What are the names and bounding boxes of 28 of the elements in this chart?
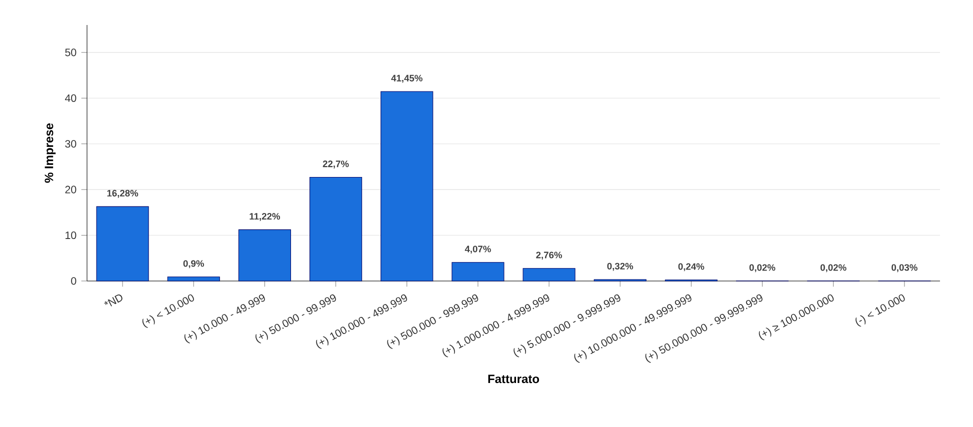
bar bbox=[522, 268, 576, 282]
data-label: 0,32% bbox=[607, 262, 634, 271]
bar bbox=[380, 91, 434, 282]
data-label: 2,76% bbox=[536, 252, 562, 260]
x-axis-title: Fatturato bbox=[488, 374, 540, 384]
data-label: 4,07% bbox=[464, 246, 491, 254]
y-tick-label: 40 bbox=[65, 94, 76, 102]
data-label: 0,03% bbox=[892, 264, 918, 272]
y-tick-label: 30 bbox=[65, 140, 76, 148]
y-axis-title: % Imprese bbox=[44, 123, 56, 183]
bar bbox=[452, 262, 504, 282]
x-tick-label: *ND bbox=[104, 294, 122, 306]
y-tick-label: 10 bbox=[66, 232, 76, 240]
bar bbox=[167, 276, 220, 282]
data-label: 16,28% bbox=[107, 190, 138, 198]
bar bbox=[310, 176, 362, 282]
data-label: 0,9% bbox=[183, 260, 204, 268]
y-tick-label: 50 bbox=[65, 48, 76, 56]
y-tick-label: 20 bbox=[65, 186, 76, 194]
bar bbox=[96, 206, 149, 282]
bar bbox=[238, 229, 291, 282]
data-label: 0,24% bbox=[678, 263, 704, 272]
y-tick-label: 0 bbox=[71, 277, 76, 285]
data-label: 11,22% bbox=[250, 213, 280, 221]
data-label: 0,02% bbox=[749, 264, 776, 272]
data-label: 0,02% bbox=[820, 264, 846, 272]
data-label: 41,45% bbox=[391, 74, 422, 83]
data-label: 22,7% bbox=[322, 160, 349, 169]
